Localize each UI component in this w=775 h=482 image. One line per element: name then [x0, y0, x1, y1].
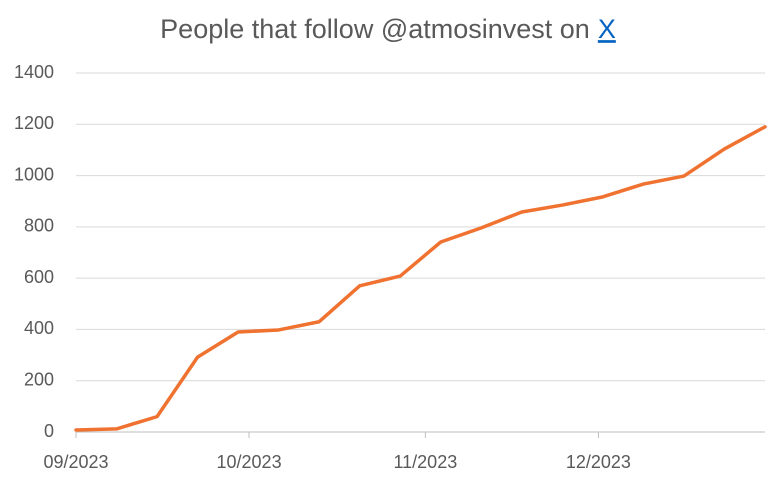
y-tick-label: 1400: [14, 62, 54, 82]
x-tick-label: 12/2023: [566, 452, 631, 472]
y-tick-label: 1200: [14, 113, 54, 133]
title-link[interactable]: X: [598, 14, 616, 44]
y-tick-label: 0: [44, 421, 54, 441]
x-tick-label: 10/2023: [217, 452, 282, 472]
chart-title: People that follow @atmosinvest on: [160, 14, 590, 44]
y-tick-label: 400: [24, 318, 54, 338]
y-tick-label: 800: [24, 216, 54, 236]
y-tick-label: 200: [24, 369, 54, 389]
y-tick-label: 600: [24, 267, 54, 287]
y-tick-label: 1000: [14, 164, 54, 184]
data-line: [74, 125, 767, 432]
x-tick-label: 11/2023: [393, 452, 457, 472]
x-tick-label: 09/2023: [43, 452, 108, 472]
